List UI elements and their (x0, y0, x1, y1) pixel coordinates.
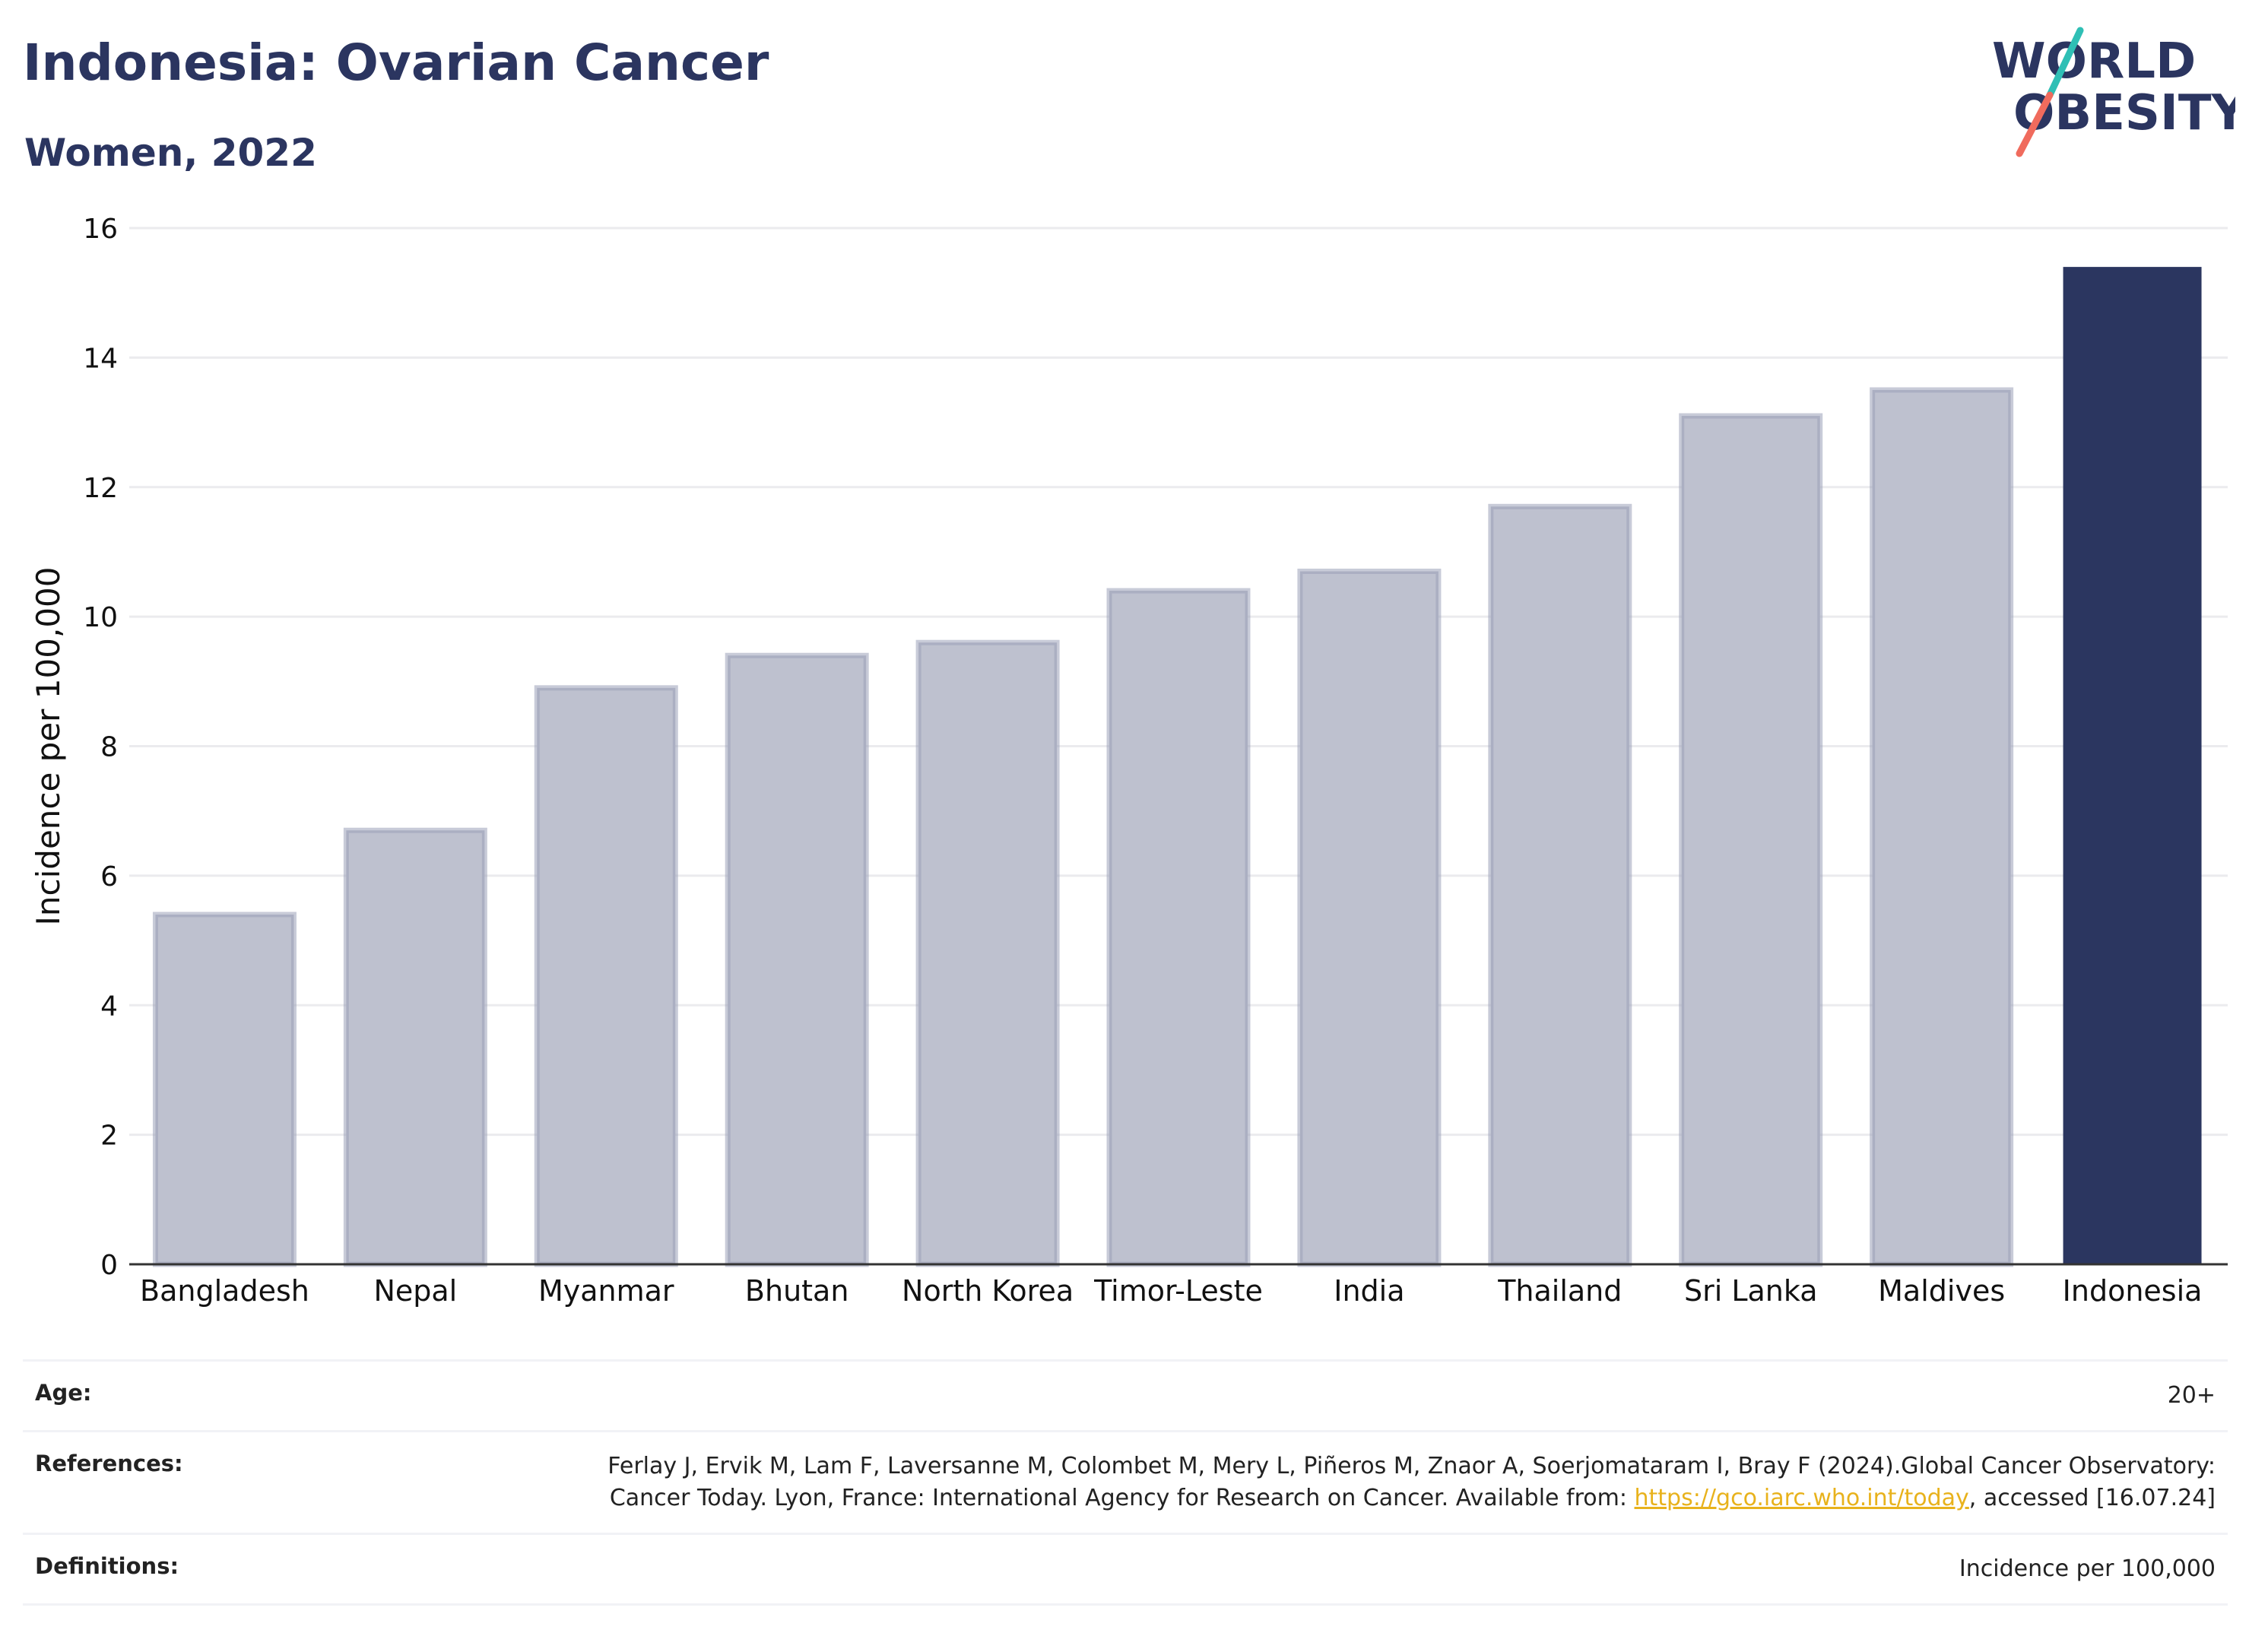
y-tick-label: 2 (100, 1121, 118, 1152)
bar-myanmar (534, 685, 678, 1267)
x-tick-label: Thailand (1497, 1274, 1622, 1308)
world-obesity-logo: WORLD OBESITY (1992, 27, 2235, 157)
bar-indonesia (2063, 267, 2202, 1264)
logo-line-1: WORLD (1992, 33, 2196, 90)
definitions-value: Incidence per 100,000 (1959, 1555, 2216, 1582)
age-label: Age: (35, 1380, 92, 1406)
x-axis-ticks: Bangladesh Nepal Myanmar Bhutan North Korea T… (140, 1274, 2202, 1308)
y-tick-label: 6 (100, 861, 118, 893)
x-tick-label: Bhutan (745, 1274, 849, 1308)
x-tick-label: Sri Lanka (1684, 1274, 1818, 1308)
bar-chart: 0 2 4 6 8 10 12 14 16 Bangladesh Nepal Myanmar Bhut… (30, 214, 2228, 1308)
x-tick-label: Bangladesh (140, 1274, 309, 1308)
y-tick-label: 12 (83, 473, 118, 504)
y-tick-label: 14 (83, 343, 118, 374)
x-tick-label: Nepal (373, 1274, 457, 1308)
bar-nepal (343, 827, 487, 1267)
bar-maldives (1870, 387, 2014, 1267)
bar-north-korea (915, 639, 1060, 1267)
references-value: Ferlay J, Ervik M, Lam F, Laversanne M, … (581, 1451, 2216, 1514)
definitions-label: Definitions: (35, 1553, 179, 1579)
bar-india (1297, 568, 1442, 1267)
age-row: Age: 20+ (23, 1359, 2228, 1430)
references-text-2: , accessed [16.07.24] (1968, 1485, 2216, 1511)
y-tick-label: 0 (100, 1250, 118, 1281)
references-text-1: Ferlay J, Ervik M, Lam F, Laversanne M, … (607, 1453, 2216, 1511)
logo-slash-coral (2016, 91, 2054, 157)
x-tick-label: North Korea (902, 1274, 1074, 1308)
bar-timor-leste (1106, 588, 1251, 1267)
x-tick-label: Timor-Leste (1093, 1274, 1263, 1308)
references-row: References: Ferlay J, Ervik M, Lam F, La… (23, 1430, 2228, 1533)
y-tick-label: 4 (100, 991, 118, 1022)
info-table: Age: 20+ References: Ferlay J, Ervik M, … (23, 1359, 2228, 1606)
x-tick-label: Maldives (1878, 1274, 2005, 1308)
logo-slash-teal (2046, 27, 2084, 99)
page-subtitle: Women, 2022 (24, 131, 317, 175)
references-link[interactable]: https://gco.iarc.who.int/today (1634, 1485, 1969, 1511)
x-tick-label: Myanmar (538, 1274, 674, 1308)
bars (152, 267, 2202, 1267)
references-label: References: (35, 1451, 183, 1476)
bar-bhutan (725, 652, 869, 1267)
bar-sri-lanka (1679, 413, 1823, 1267)
definitions-row: Definitions: Incidence per 100,000 (23, 1533, 2228, 1606)
y-tick-label: 8 (100, 732, 118, 763)
y-axis-label: Incidence per 100,000 (30, 567, 67, 926)
y-tick-label: 10 (83, 602, 118, 633)
x-tick-label: India (1334, 1274, 1404, 1308)
bar-bangladesh (152, 912, 297, 1267)
y-axis-ticks: 0 2 4 6 8 10 12 14 16 (83, 214, 118, 1281)
bar-thailand (1488, 503, 1632, 1267)
x-tick-label: Indonesia (2063, 1274, 2203, 1308)
page-title: Indonesia: Ovarian Cancer (23, 33, 769, 92)
y-tick-label: 16 (83, 214, 118, 245)
age-value: 20+ (2167, 1382, 2216, 1409)
